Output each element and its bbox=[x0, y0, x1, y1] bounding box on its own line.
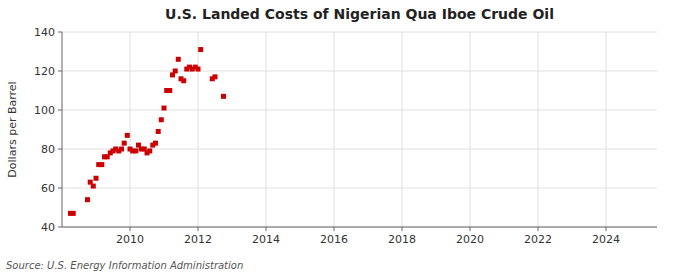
title: U.S. Landed Costs of Nigerian Qua Iboe C… bbox=[165, 6, 554, 22]
x-tick bbox=[402, 227, 403, 231]
y-tick-label: 80 bbox=[41, 143, 55, 156]
x-axis-line bbox=[62, 227, 657, 228]
x-tick-label: 2022 bbox=[524, 233, 552, 246]
y-tick-label: 120 bbox=[34, 65, 55, 78]
point bbox=[167, 88, 172, 93]
point bbox=[198, 47, 203, 52]
grid-line bbox=[130, 32, 131, 227]
y-tick bbox=[58, 188, 62, 189]
point bbox=[176, 57, 181, 62]
point bbox=[156, 129, 161, 134]
point bbox=[181, 78, 186, 83]
grid-line bbox=[62, 32, 657, 33]
x-tick-label: 2012 bbox=[184, 233, 212, 246]
x-tick bbox=[266, 227, 267, 231]
point bbox=[91, 184, 96, 189]
x-tick-label: 2018 bbox=[388, 233, 416, 246]
point bbox=[71, 211, 76, 216]
y-tick bbox=[58, 227, 62, 228]
point bbox=[119, 147, 124, 152]
y-tick-label: 140 bbox=[34, 26, 55, 39]
point bbox=[213, 74, 218, 79]
chart: 2010 2012 2014 2016 2018 2020 2022 2024 40 60 80 10… bbox=[0, 0, 675, 275]
grid-line bbox=[266, 32, 267, 227]
grid-line bbox=[62, 110, 657, 111]
point bbox=[85, 197, 90, 202]
points bbox=[68, 47, 226, 216]
y-tick-label: 60 bbox=[41, 182, 55, 195]
point bbox=[221, 94, 226, 99]
y-tick-label: 40 bbox=[41, 221, 55, 234]
point bbox=[99, 162, 104, 167]
x-tick-label: 2016 bbox=[320, 233, 348, 246]
x-tick bbox=[538, 227, 539, 231]
point bbox=[133, 148, 138, 153]
source: Source: U.S. Energy Information Administ… bbox=[6, 260, 243, 271]
point bbox=[147, 148, 152, 153]
y-tick bbox=[58, 149, 62, 150]
grid-line bbox=[334, 32, 335, 227]
y-tick bbox=[58, 32, 62, 33]
y-tick bbox=[58, 71, 62, 72]
point bbox=[153, 141, 158, 146]
y-axis-line bbox=[62, 32, 63, 227]
point bbox=[196, 67, 201, 72]
x-tick-label: 2014 bbox=[252, 233, 280, 246]
point bbox=[173, 69, 178, 74]
grid-line bbox=[402, 32, 403, 227]
grid-line bbox=[470, 32, 471, 227]
grid-line bbox=[538, 32, 539, 227]
point bbox=[94, 176, 99, 181]
y-tick bbox=[58, 110, 62, 111]
grid-line bbox=[198, 32, 199, 227]
grid-line bbox=[62, 71, 657, 72]
x-tick bbox=[198, 227, 199, 231]
point bbox=[159, 117, 164, 122]
grid bbox=[62, 32, 657, 227]
grid-line bbox=[62, 227, 657, 228]
point bbox=[162, 106, 167, 111]
x-tick bbox=[130, 227, 131, 231]
x-tick bbox=[334, 227, 335, 231]
x-tick-label: 2024 bbox=[592, 233, 620, 246]
grid-line bbox=[62, 188, 657, 189]
x-tick bbox=[470, 227, 471, 231]
y-tick-label: 100 bbox=[34, 104, 55, 117]
point bbox=[125, 133, 130, 138]
point bbox=[122, 141, 127, 146]
grid-line bbox=[606, 32, 607, 227]
y-axis-label: Dollars per Barrel bbox=[6, 81, 19, 177]
x-tick-label: 2010 bbox=[116, 233, 144, 246]
x-tick-label: 2020 bbox=[456, 233, 484, 246]
x-tick bbox=[606, 227, 607, 231]
